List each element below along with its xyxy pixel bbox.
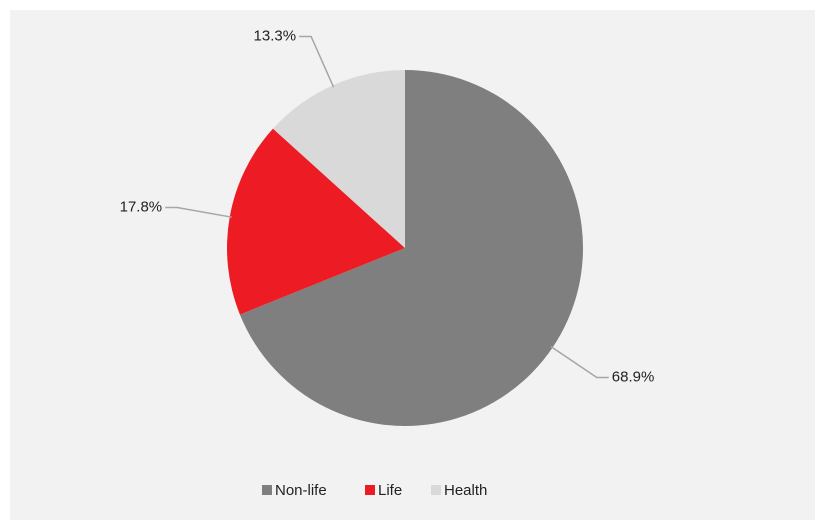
legend-swatch (262, 485, 272, 495)
pie-slice (272, 70, 405, 248)
data-label: 13.3% (254, 27, 297, 44)
leader-line (299, 35, 335, 88)
legend-swatch (365, 485, 375, 495)
legend-label: Non-life (275, 482, 327, 499)
leader-line (165, 206, 232, 218)
data-label: 17.8% (120, 198, 163, 215)
pie-slice (227, 128, 405, 315)
pie-slice (239, 70, 584, 427)
legend-swatch (431, 485, 441, 495)
legend-label: Life (378, 482, 402, 499)
legend-label: Health (444, 482, 487, 499)
data-label: 68.9% (612, 368, 655, 385)
leader-line (550, 345, 609, 379)
